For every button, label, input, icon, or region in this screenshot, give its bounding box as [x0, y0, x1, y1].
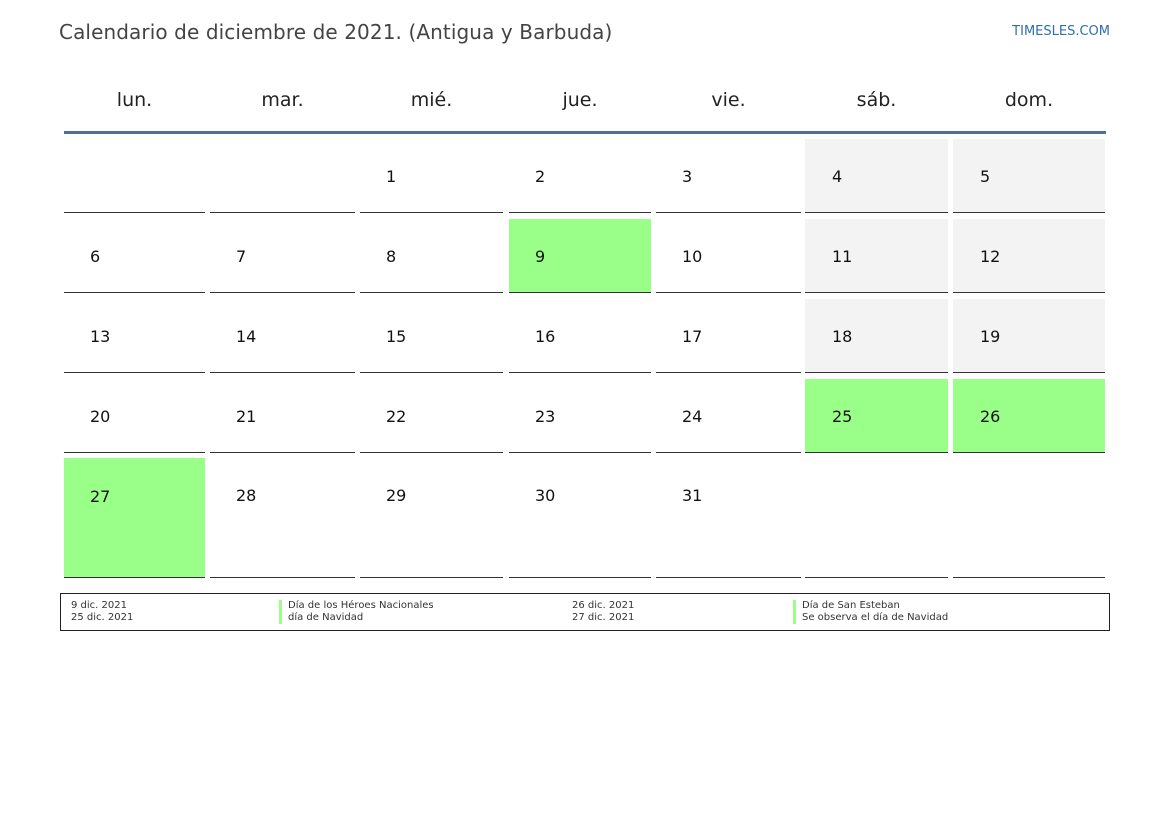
- day-cell[interactable]: 31: [656, 458, 801, 578]
- legend-date: 26 dic. 2021: [572, 600, 635, 611]
- holiday-legend: 9 dic. 2021 Día de los Héroes Nacionales 2…: [60, 593, 1110, 631]
- weekday-2: mié.: [410, 89, 453, 111]
- day-number: 23: [535, 407, 556, 426]
- day-cell[interactable]: 29: [360, 458, 503, 578]
- day-cell[interactable]: 2: [509, 139, 651, 213]
- day-cell[interactable]: 9: [509, 219, 651, 293]
- day-number: 15: [386, 327, 407, 346]
- day-number: 2: [535, 167, 546, 186]
- empty-cell: [210, 139, 355, 213]
- day-cell[interactable]: 20: [64, 379, 205, 453]
- day-cell[interactable]: 18: [805, 299, 948, 373]
- legend-holiday-name: Día de San Esteban: [793, 600, 900, 612]
- day-number: 10: [682, 247, 703, 266]
- day-number: 14: [236, 327, 257, 346]
- day-number: 5: [980, 167, 991, 186]
- day-cell[interactable]: 15: [360, 299, 503, 373]
- legend-date: 25 dic. 2021: [71, 612, 134, 623]
- weekday-header-row: lun. mar. mié. jue. vie. sáb. dom.: [64, 86, 1106, 114]
- day-cell[interactable]: 3: [656, 139, 801, 213]
- day-cell[interactable]: 28: [210, 458, 355, 578]
- day-cell[interactable]: 6: [64, 219, 205, 293]
- day-cell[interactable]: 8: [360, 219, 503, 293]
- day-number: 27: [90, 487, 111, 506]
- day-number: 8: [386, 247, 397, 266]
- day-number: 9: [535, 247, 546, 266]
- day-cell[interactable]: 10: [656, 219, 801, 293]
- day-number: 30: [535, 486, 556, 505]
- day-number: 7: [236, 247, 247, 266]
- empty-cell: [953, 458, 1105, 578]
- day-cell[interactable]: 12: [953, 219, 1105, 293]
- weekday-0: lun.: [116, 89, 153, 111]
- day-cell[interactable]: 22: [360, 379, 503, 453]
- day-cell[interactable]: 25: [805, 379, 948, 453]
- day-cell[interactable]: 1: [360, 139, 503, 213]
- day-number: 6: [90, 247, 101, 266]
- day-cell[interactable]: 4: [805, 139, 948, 213]
- day-cell[interactable]: 27: [64, 458, 205, 578]
- day-number: 25: [832, 407, 853, 426]
- day-number: 13: [90, 327, 111, 346]
- day-cell[interactable]: 23: [509, 379, 651, 453]
- legend-holiday-name: Se observa el día de Navidad: [793, 612, 948, 624]
- day-number: 18: [832, 327, 853, 346]
- legend-date: 27 dic. 2021: [572, 612, 635, 623]
- day-number: 19: [980, 327, 1001, 346]
- day-number: 28: [236, 486, 257, 505]
- day-number: 20: [90, 407, 111, 426]
- day-cell[interactable]: 7: [210, 219, 355, 293]
- empty-cell: [64, 139, 205, 213]
- day-number: 4: [832, 167, 843, 186]
- day-number: 11: [832, 247, 853, 266]
- day-number: 26: [980, 407, 1001, 426]
- day-number: 22: [386, 407, 407, 426]
- day-cell[interactable]: 13: [64, 299, 205, 373]
- day-number: 21: [236, 407, 257, 426]
- empty-cell: [805, 458, 948, 578]
- day-cell[interactable]: 5: [953, 139, 1105, 213]
- weekday-3: jue.: [562, 89, 598, 111]
- day-cell[interactable]: 21: [210, 379, 355, 453]
- day-cell[interactable]: 14: [210, 299, 355, 373]
- day-number: 12: [980, 247, 1001, 266]
- legend-holiday-name: día de Navidad: [279, 612, 363, 624]
- day-number: 24: [682, 407, 703, 426]
- weekday-4: vie.: [711, 89, 746, 111]
- day-number: 17: [682, 327, 703, 346]
- day-cell[interactable]: 30: [509, 458, 651, 578]
- legend-date: 9 dic. 2021: [71, 600, 127, 611]
- weekday-1: mar.: [261, 89, 304, 111]
- day-cell[interactable]: 26: [953, 379, 1105, 453]
- day-number: 31: [682, 486, 703, 505]
- day-cell[interactable]: 17: [656, 299, 801, 373]
- day-cell[interactable]: 24: [656, 379, 801, 453]
- day-number: 29: [386, 486, 407, 505]
- page-title: Calendario de diciembre de 2021. (Antigu…: [59, 20, 613, 44]
- day-number: 3: [682, 167, 693, 186]
- day-cell[interactable]: 11: [805, 219, 948, 293]
- day-cell[interactable]: 16: [509, 299, 651, 373]
- legend-holiday-name: Día de los Héroes Nacionales: [279, 600, 434, 612]
- day-number: 1: [386, 167, 397, 186]
- day-cell[interactable]: 19: [953, 299, 1105, 373]
- site-link[interactable]: TIMESLES.COM: [1012, 24, 1110, 39]
- weekday-6: dom.: [1004, 89, 1054, 111]
- weekday-5: sáb.: [856, 89, 897, 111]
- header-divider: [64, 131, 1106, 134]
- day-number: 16: [535, 327, 556, 346]
